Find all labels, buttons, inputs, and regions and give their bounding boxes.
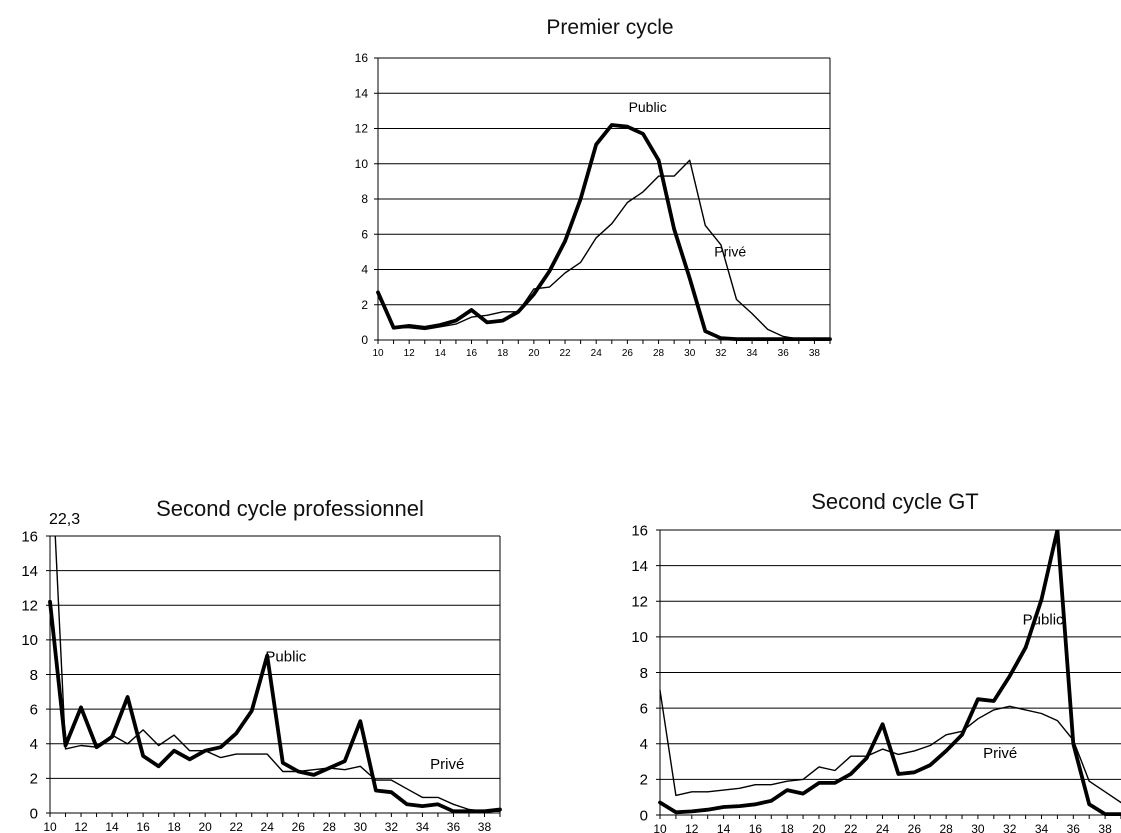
- y-tick-label: 8: [361, 192, 368, 206]
- y-tick-label: 2: [361, 298, 368, 312]
- y-tick-label: 2: [30, 771, 38, 788]
- y-tick-label: 4: [361, 263, 368, 277]
- x-tick-label: 32: [385, 820, 399, 833]
- x-tick-label: 24: [261, 820, 275, 833]
- x-tick-label: 26: [292, 820, 306, 833]
- x-tick-label: 16: [749, 822, 763, 833]
- clipped-value-label: 22,3: [49, 511, 80, 528]
- x-tick-label: 38: [809, 348, 821, 359]
- x-tick-label: 12: [685, 822, 699, 833]
- series-annotation: Privé: [714, 243, 746, 259]
- x-tick-label: 28: [323, 820, 337, 833]
- x-tick-label: 12: [404, 348, 416, 359]
- series-line-public: [658, 530, 1121, 816]
- y-tick-label: 0: [30, 805, 38, 822]
- x-tick-label: 36: [447, 820, 461, 833]
- series-annotation: Public: [1023, 611, 1064, 628]
- y-tick-label: 0: [640, 807, 648, 824]
- x-tick-label: 14: [435, 348, 447, 359]
- y-tick-label: 6: [361, 227, 368, 241]
- y-tick-label: 16: [631, 522, 648, 539]
- x-tick-label: 18: [167, 820, 181, 833]
- x-tick-label: 18: [497, 348, 509, 359]
- x-tick-label: 10: [372, 348, 384, 359]
- x-tick-label: 30: [684, 348, 696, 359]
- x-tick-label: 20: [198, 820, 212, 833]
- x-tick-label: 32: [715, 348, 727, 359]
- y-tick-label: 10: [631, 629, 648, 646]
- x-tick-label: 22: [559, 348, 571, 359]
- x-tick-label: 18: [780, 822, 794, 833]
- x-tick-label: 14: [105, 820, 119, 833]
- x-tick-label: 24: [876, 822, 890, 833]
- y-tick-label: 4: [30, 736, 38, 753]
- y-tick-label: 12: [355, 122, 369, 136]
- chart-title: Second cycle professionnel: [156, 496, 424, 521]
- series-annotation: Privé: [983, 745, 1017, 762]
- y-tick-label: 8: [640, 665, 648, 682]
- y-tick-label: 14: [21, 563, 38, 580]
- series-line-prive: [659, 689, 1121, 804]
- x-tick-label: 32: [1003, 822, 1017, 833]
- series-line-prive: [54, 536, 501, 812]
- x-tick-label: 20: [812, 822, 826, 833]
- x-tick-label: 26: [622, 348, 634, 359]
- x-tick-label: 36: [778, 348, 790, 359]
- x-tick-label: 38: [1098, 822, 1112, 833]
- x-tick-label: 34: [1035, 822, 1049, 833]
- x-tick-label: 16: [136, 820, 150, 833]
- x-tick-label: 36: [1067, 822, 1081, 833]
- x-tick-label: 10: [653, 822, 667, 833]
- series-annotation: Public: [629, 99, 667, 115]
- y-tick-label: 0: [361, 333, 368, 347]
- y-tick-label: 8: [30, 667, 38, 684]
- y-tick-label: 2: [640, 772, 648, 789]
- x-tick-label: 12: [74, 820, 88, 833]
- x-tick-label: 16: [466, 348, 478, 359]
- y-tick-label: 12: [631, 594, 648, 611]
- y-tick-label: 16: [355, 51, 369, 65]
- x-tick-label: 10: [43, 820, 57, 833]
- x-tick-label: 30: [354, 820, 368, 833]
- y-tick-label: 12: [21, 598, 38, 615]
- series-group: [376, 123, 832, 341]
- y-tick-label: 10: [21, 632, 38, 649]
- series-line-public: [48, 599, 502, 814]
- series-annotation: Privé: [430, 756, 464, 773]
- series-group: [48, 536, 502, 814]
- y-tick-label: 14: [631, 558, 648, 575]
- series-line-public: [376, 123, 832, 341]
- x-tick-label: 22: [230, 820, 244, 833]
- series-line-prive: [377, 159, 831, 340]
- x-tick-label: 28: [939, 822, 953, 833]
- x-tick-label: 26: [908, 822, 922, 833]
- x-tick-label: 30: [971, 822, 985, 833]
- chart-title: Second cycle GT: [811, 489, 979, 514]
- y-tick-label: 6: [30, 701, 38, 718]
- x-tick-label: 22: [844, 822, 858, 833]
- chart-pro: Second cycle professionnel02468101214161…: [21, 496, 502, 833]
- y-tick-label: 6: [640, 700, 648, 717]
- x-tick-label: 34: [416, 820, 430, 833]
- x-tick-label: 34: [747, 348, 759, 359]
- x-tick-label: 38: [478, 820, 492, 833]
- y-tick-label: 16: [21, 528, 38, 545]
- x-tick-label: 14: [717, 822, 731, 833]
- x-tick-label: 24: [591, 348, 603, 359]
- x-tick-label: 20: [528, 348, 540, 359]
- y-tick-label: 4: [640, 736, 648, 753]
- series-annotation: Public: [265, 649, 306, 666]
- y-tick-label: 10: [355, 157, 369, 171]
- y-tick-label: 14: [355, 86, 369, 100]
- x-tick-label: 28: [653, 348, 665, 359]
- chart-title: Premier cycle: [546, 16, 673, 39]
